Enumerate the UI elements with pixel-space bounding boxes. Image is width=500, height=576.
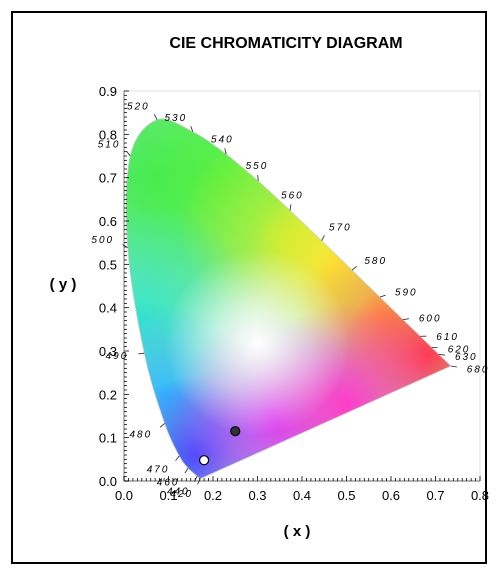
wavelength-tick [159, 423, 165, 428]
y-tick-label: 0.1 [99, 431, 117, 446]
y-tick-label: 0.4 [99, 301, 117, 316]
y-tick-label: 0.3 [99, 344, 117, 359]
wavelength-tick [379, 294, 386, 298]
wavelength-tick [175, 455, 180, 461]
wavelength-label: 440 [167, 486, 190, 497]
wavelength-tick [321, 235, 325, 241]
wavelength-label: 680 [467, 364, 490, 375]
wavelength-tick [193, 476, 198, 482]
wavelength-label: 580 [364, 256, 387, 267]
y-tick-label: 0.8 [99, 127, 117, 142]
wavelength-label: 520 [127, 101, 150, 112]
wavelength-label: 510 [98, 139, 121, 150]
wavelength-tick [122, 244, 128, 249]
wavelength-label: 610 [436, 332, 459, 343]
wavelength-label: 460 [157, 478, 180, 489]
chart-title: CIE CHROMATICITY DIAGRAM [169, 35, 402, 52]
plot-area [124, 91, 480, 481]
y-tick-label: 0.5 [99, 257, 117, 272]
wavelength-label: 570 [329, 222, 352, 233]
y-tick-label: 0.9 [99, 84, 117, 99]
wavelength-label: 500 [91, 235, 114, 246]
x-axis-title: ( x ) [284, 523, 311, 540]
wavelength-label: 490 [106, 351, 129, 362]
wavelength-label: 480 [129, 430, 152, 441]
data-point [230, 426, 241, 437]
y-tick-label: 0.2 [99, 387, 117, 402]
x-tick-label: 0.2 [204, 488, 222, 503]
gamut-blob [164, 249, 351, 435]
y-tick-label: 0.7 [99, 171, 117, 186]
data-point [199, 455, 210, 466]
wavelength-tick [153, 114, 158, 120]
y-tick-label: 0.6 [99, 214, 117, 229]
x-tick-label: 0.7 [426, 488, 444, 503]
x-tick-label: 0.6 [382, 488, 400, 503]
wavelength-label: 540 [211, 135, 234, 146]
wavelength-tick [450, 365, 457, 368]
x-tick-label: 0.3 [248, 488, 266, 503]
wavelength-tick [190, 126, 194, 132]
wavelength-label: 530 [164, 113, 187, 124]
x-tick-label: 0.1 [159, 488, 177, 503]
wavelength-label: 560 [281, 191, 304, 202]
wavelength-tick [138, 352, 145, 355]
x-tick-label: 0.0 [115, 488, 133, 503]
x-tick-label: 0.4 [293, 488, 311, 503]
y-tick-label: 0.0 [99, 474, 117, 489]
wavelength-tick [197, 478, 201, 485]
wavelength-label: 590 [395, 288, 418, 299]
wavelength-label: 470 [147, 465, 170, 476]
wavelength-tick [184, 467, 189, 474]
wavelength-tick [224, 148, 227, 155]
data-points [199, 426, 241, 466]
spectral-locus-outline [125, 118, 452, 480]
wavelength-label: 630 [455, 352, 478, 363]
wavelength-label: 620 [448, 344, 471, 355]
axes: 0.0 0.1 0.2 0.3 0.4 0.5 0.6 0.7 0.8 0.0 0.1 0.2 0.3 0… [99, 84, 489, 503]
x-tick-label: 0.5 [337, 488, 355, 503]
wavelength-tick [351, 265, 357, 271]
wavelength-tick [402, 318, 410, 320]
wavelength-label: 600 [419, 313, 442, 324]
wavelength-label: 420 [170, 489, 193, 500]
wavelength-tick [289, 204, 292, 211]
wavelength-label: 550 [246, 161, 269, 172]
y-axis-title: ( y ) [50, 276, 77, 293]
x-tick-label: 0.8 [471, 488, 489, 503]
wavelength-tick [438, 354, 446, 356]
wavelength-tick [126, 150, 131, 157]
